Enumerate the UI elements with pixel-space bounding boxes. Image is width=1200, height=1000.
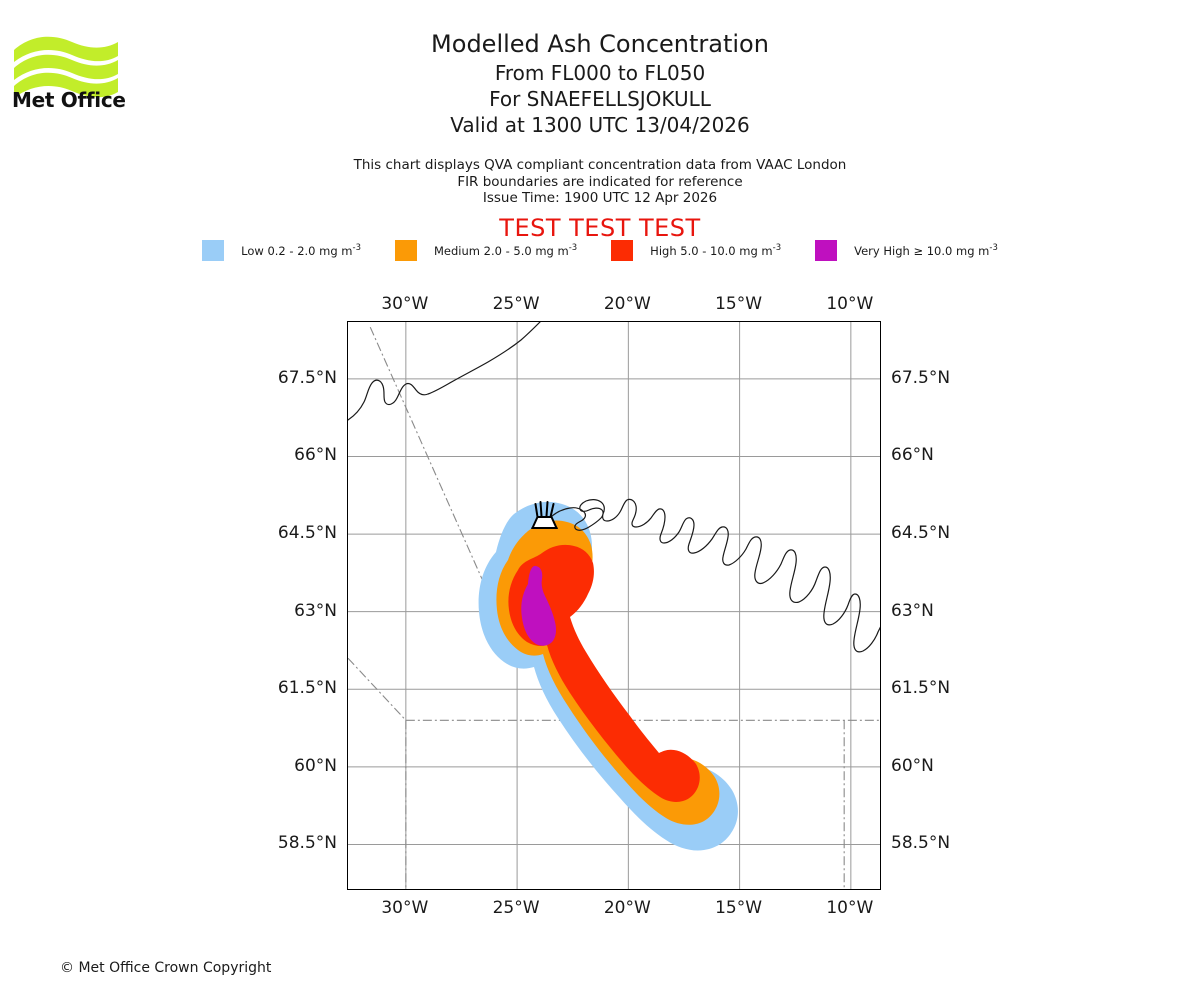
description-block: This chart displays QVA compliant concen…	[0, 157, 1200, 207]
volcano-name: For SNAEFELLSJOKULL	[489, 87, 711, 111]
lat-tick-right: 61.5°N	[891, 678, 951, 699]
lat-tick-right: 66°N	[891, 445, 934, 466]
lat-tick-left: 63°N	[294, 600, 337, 621]
legend-item-high: High 5.0 - 10.0 mg m-3	[611, 240, 781, 261]
lat-tick-left: 66°N	[294, 445, 337, 466]
page-title: Modelled Ash Concentration	[431, 30, 769, 58]
iceland-coastline	[551, 498, 880, 653]
logo-waves-icon	[14, 36, 118, 98]
lon-tick-top: 25°W	[492, 294, 540, 314]
lon-tick-bottom: 20°W	[603, 898, 651, 918]
lat-tick-left: 61.5°N	[277, 678, 337, 699]
met-office-logo	[12, 28, 122, 113]
lat-tick-right: 67.5°N	[891, 367, 951, 388]
lat-tick-left: 64.5°N	[277, 523, 337, 544]
legend-item-low: Low 0.2 - 2.0 mg m-3	[202, 240, 361, 261]
lat-tick-left: 67.5°N	[277, 367, 337, 388]
flight-level-range: From FL000 to FL050	[494, 61, 706, 85]
map-gridlines	[348, 322, 880, 889]
legend-swatch-low	[202, 240, 225, 261]
concentration-legend: Low 0.2 - 2.0 mg m-3 Medium 2.0 - 5.0 mg…	[0, 240, 1200, 261]
test-banner: TEST TEST TEST	[499, 214, 701, 242]
legend-item-medium: Medium 2.0 - 5.0 mg m-3	[394, 240, 578, 261]
legend-item-very-high: Very High ≥ 10.0 mg m-3	[815, 240, 998, 261]
chart-title-block: Modelled Ash Concentration From FL000 to…	[0, 28, 1200, 138]
contour-high	[508, 544, 700, 802]
lon-tick-top: 15°W	[715, 294, 763, 314]
lon-tick-top: 20°W	[603, 294, 651, 314]
lat-tick-left: 60°N	[294, 755, 337, 776]
qva-note: This chart displays QVA compliant concen…	[353, 157, 847, 173]
lon-tick-top: 30°W	[381, 294, 429, 314]
lon-tick-bottom: 10°W	[826, 898, 874, 918]
issue-time: Issue Time: 1900 UTC 12 Apr 2026	[482, 190, 718, 206]
lat-tick-right: 64.5°N	[891, 523, 951, 544]
valid-time: Valid at 1300 UTC 13/04/2026	[450, 113, 750, 137]
legend-label-very-high: Very High ≥ 10.0 mg m-3	[854, 243, 998, 258]
lat-tick-right: 60°N	[891, 755, 934, 776]
map-container[interactable]: 30°W 30°W 25°W 25°W 20°W 20°W 15°W 15°W 10°W 10°W…	[278, 294, 950, 918]
greenland-coastline	[348, 322, 541, 421]
copyright-notice: © Met Office Crown Copyright	[60, 960, 272, 976]
fir-note: FIR boundaries are indicated for referen…	[457, 173, 743, 190]
lon-tick-bottom: 25°W	[492, 898, 540, 918]
legend-swatch-medium	[394, 240, 417, 261]
lat-tick-right: 63°N	[891, 600, 934, 621]
legend-swatch-very-high	[815, 240, 838, 261]
legend-label-medium: Medium 2.0 - 5.0 mg m-3	[433, 243, 578, 258]
contour-very-high	[521, 565, 556, 646]
lon-tick-top: 10°W	[826, 294, 874, 314]
coastlines	[348, 322, 880, 653]
lat-tick-left: 58.5°N	[277, 833, 337, 854]
legend-swatch-high	[611, 240, 634, 261]
fir-boundary-lines	[348, 326, 880, 889]
lon-tick-bottom: 30°W	[381, 898, 429, 918]
lat-tick-right: 58.5°N	[891, 833, 951, 854]
fir-segment-reykjavik-sw-diagonal	[348, 657, 407, 721]
lon-tick-bottom: 15°W	[715, 898, 763, 918]
volcano-symbol-icon	[530, 501, 559, 529]
logo-wordmark: Met Office	[12, 88, 126, 112]
ash-plume-contours	[478, 501, 738, 851]
map-frame	[347, 321, 881, 890]
legend-label-low: Low 0.2 - 2.0 mg m-3	[241, 243, 361, 258]
legend-label-high: High 5.0 - 10.0 mg m-3	[650, 243, 782, 258]
